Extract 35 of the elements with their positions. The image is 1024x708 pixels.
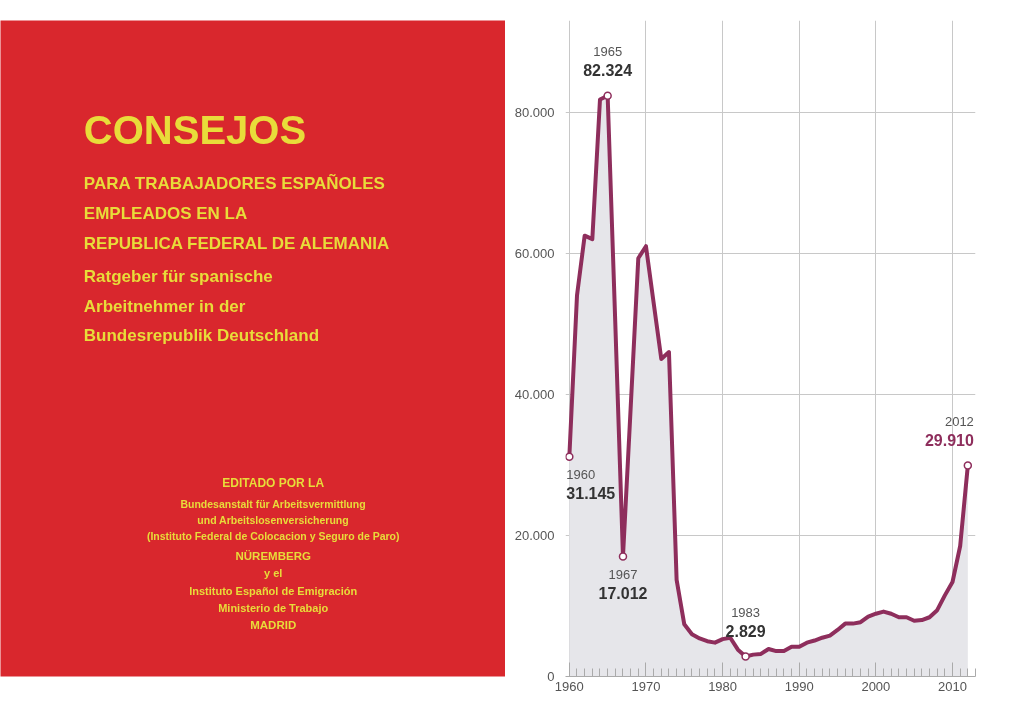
x-tick-label: 2000 [861, 678, 891, 694]
annotation: 1960 [566, 466, 596, 482]
text: NÜREMBERG [235, 549, 311, 562]
text: Instituto Español de Emigración Ministerio de Trabajo [189, 585, 358, 614]
y-tick-label: 60.000 [514, 245, 555, 261]
text: EDITADO POR LA [222, 475, 325, 490]
x-tick-label: 1980 [708, 678, 738, 694]
annotation: 1983 [731, 604, 761, 620]
annotation: 29.910 [924, 431, 974, 449]
point [565, 452, 574, 462]
point [963, 461, 973, 470]
annotation: 2.829 [725, 622, 766, 640]
text: Ratgeber für spanische Arbeitnehmer in der Bundesrepublik Deutschland [83, 267, 320, 346]
text: y el [264, 567, 283, 580]
annotation: 1967 [608, 566, 638, 582]
text: PARA TRABAJADORES ESPAÑOLES EMPLEADOS EN LA REPUBLICA FEDERAL DE ALEMANIA [83, 172, 390, 254]
x-tick-label: 1960 [554, 678, 584, 694]
annotation: 1965 [593, 43, 623, 59]
y-tick-label: 80.000 [514, 104, 555, 120]
y-tick-label: 40.000 [514, 386, 555, 402]
text: CONSEJOS [83, 107, 307, 152]
y-tick-label: 20.000 [514, 527, 555, 543]
annotation: 31.145 [566, 484, 616, 502]
point [741, 652, 750, 661]
point [603, 91, 612, 101]
x-tick-label: 2010 [938, 678, 967, 694]
annotation: 17.012 [598, 584, 648, 602]
annotation: 82.324 [583, 61, 633, 79]
x-tick-label: 1970 [631, 678, 661, 694]
x-tick-label: 1990 [784, 678, 814, 694]
text: Bundesanstalt für Arbeitsvermittlung und Arbeitslosenversicherung (Instituto Federal de Colocacion y Seguro de Paro) [146, 497, 400, 543]
annotation: 2012 [944, 413, 974, 429]
point [618, 552, 628, 561]
y-tick-label: 0 [547, 669, 555, 684]
text: MADRID [250, 618, 297, 631]
